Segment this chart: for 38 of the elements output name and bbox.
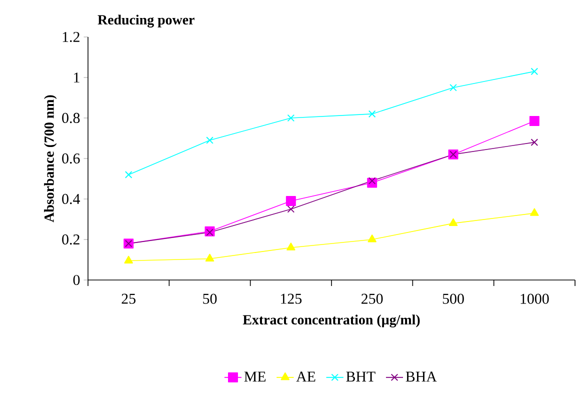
y-tick-label: 1 bbox=[74, 72, 80, 82]
point bbox=[205, 254, 214, 262]
x-tick-label: 25 bbox=[122, 294, 136, 304]
point bbox=[530, 68, 538, 76]
y-tick-label: 0.4 bbox=[62, 194, 80, 204]
x-tick-label: 50 bbox=[203, 294, 217, 304]
point bbox=[529, 116, 540, 126]
point bbox=[450, 84, 457, 92]
x-tick-label: 500 bbox=[442, 294, 464, 304]
point bbox=[287, 205, 295, 213]
point bbox=[448, 218, 458, 226]
x-tick-label: 1000 bbox=[520, 294, 549, 304]
point bbox=[286, 196, 296, 206]
x-axis-title: Extract concentration (µg/ml) bbox=[242, 314, 420, 328]
point bbox=[206, 228, 214, 236]
point bbox=[287, 114, 295, 122]
y-tick-label: 0.2 bbox=[62, 234, 80, 245]
point bbox=[368, 234, 376, 242]
y-tick-label: 1.2 bbox=[62, 32, 80, 42]
point bbox=[286, 242, 296, 250]
x-tick-label: 125 bbox=[281, 294, 302, 304]
point bbox=[530, 208, 539, 216]
x-tick-label: 250 bbox=[362, 294, 383, 304]
point bbox=[124, 256, 133, 264]
point bbox=[124, 171, 132, 178]
y-tick-label: 0.8 bbox=[62, 112, 80, 124]
y-axis-title: Absorbance (700 nm) bbox=[44, 95, 57, 222]
point bbox=[368, 177, 376, 184]
point bbox=[206, 136, 214, 144]
legend-label: AE bbox=[296, 372, 316, 382]
point bbox=[530, 138, 538, 146]
point bbox=[368, 110, 376, 118]
legend-label: ME bbox=[244, 372, 266, 382]
y-tick-label: 0 bbox=[73, 274, 80, 286]
y-tick-label: 0.6 bbox=[62, 153, 80, 164]
legend-label: BHA bbox=[406, 372, 437, 382]
chart-title: Reducing power bbox=[98, 14, 194, 28]
legend-label: BHT bbox=[346, 372, 376, 382]
